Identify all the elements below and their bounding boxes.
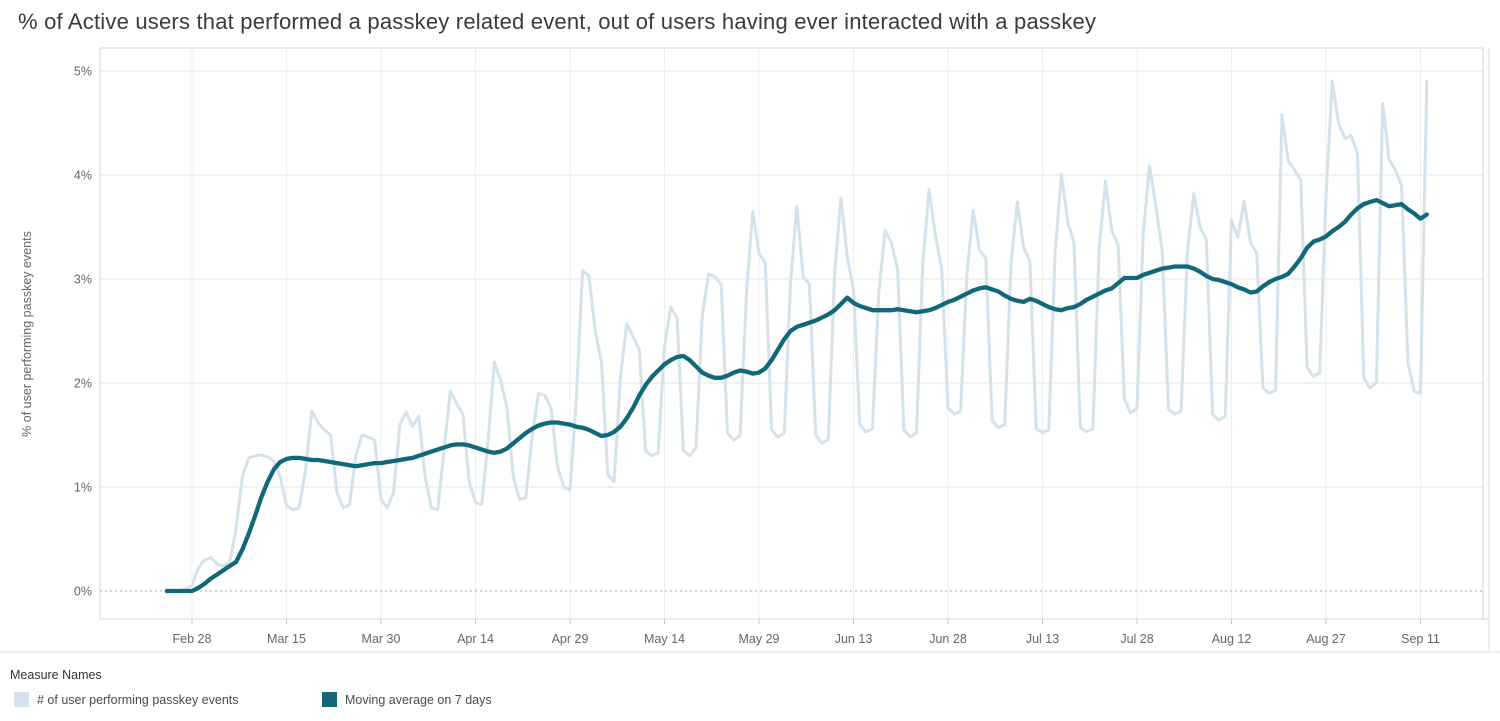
y-tick-label[interactable]: 1% bbox=[74, 481, 92, 495]
chart-title: % of Active users that performed a passk… bbox=[18, 9, 1097, 34]
legend-item-raw-series[interactable]: # of user performing passkey events bbox=[14, 692, 239, 707]
legend-swatch-moving-average[interactable] bbox=[322, 692, 337, 707]
y-axis-title: % of user performing passkey events bbox=[20, 231, 34, 437]
legend-label-moving-average: Moving average on 7 days bbox=[345, 692, 492, 707]
legend: Measure Names # of user performing passk… bbox=[10, 668, 492, 707]
raw-series-line[interactable] bbox=[165, 79, 1429, 593]
legend-title: Measure Names bbox=[10, 668, 102, 682]
y-tick-label[interactable]: 3% bbox=[74, 273, 92, 287]
legend-swatch-raw-series[interactable] bbox=[14, 692, 29, 707]
x-tick-label[interactable]: Aug 27 bbox=[1306, 632, 1346, 646]
legend-label-raw-series: # of user performing passkey events bbox=[37, 692, 239, 707]
x-tick-label[interactable]: Mar 30 bbox=[362, 632, 401, 646]
x-tick-label[interactable]: Jul 28 bbox=[1120, 632, 1153, 646]
moving-average-line[interactable] bbox=[164, 197, 1429, 594]
x-tick-label[interactable]: Apr 14 bbox=[457, 632, 494, 646]
x-tick-label[interactable]: Aug 12 bbox=[1212, 632, 1252, 646]
x-tick-label[interactable]: Sep 11 bbox=[1401, 632, 1440, 646]
x-tick-label[interactable]: Feb 28 bbox=[173, 632, 212, 646]
legend-item-moving-average[interactable]: Moving average on 7 days bbox=[322, 692, 492, 707]
x-tick-label[interactable]: Apr 29 bbox=[552, 632, 589, 646]
y-tick-label[interactable]: 0% bbox=[74, 585, 92, 599]
y-tick-label[interactable]: 5% bbox=[74, 65, 92, 79]
y-tick-label[interactable]: 2% bbox=[74, 377, 92, 391]
x-tick-label[interactable]: Jun 28 bbox=[929, 632, 967, 646]
x-tick-label[interactable]: May 14 bbox=[644, 632, 685, 646]
x-tick-label[interactable]: May 29 bbox=[739, 632, 780, 646]
x-tick-label[interactable]: Jun 13 bbox=[835, 632, 873, 646]
x-tick-label[interactable]: Mar 15 bbox=[267, 632, 306, 646]
x-tick-label[interactable]: Jul 13 bbox=[1026, 632, 1059, 646]
y-tick-label[interactable]: 4% bbox=[74, 169, 92, 183]
